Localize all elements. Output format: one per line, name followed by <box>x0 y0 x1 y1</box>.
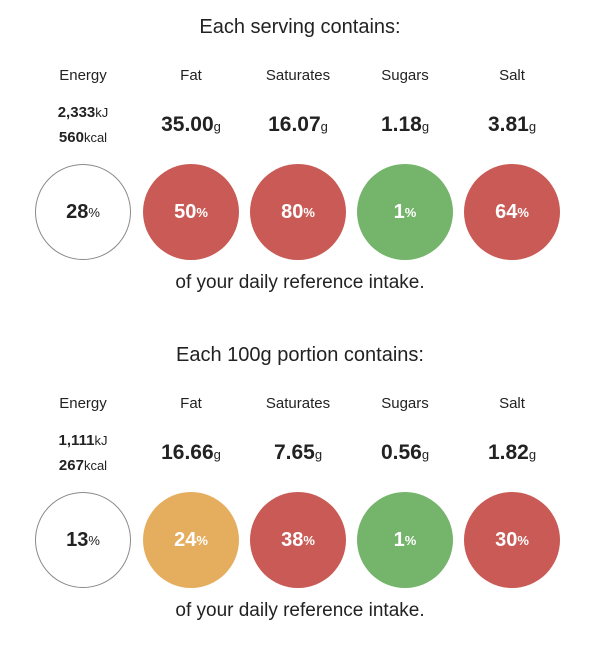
fat-value: 16.66g <box>161 441 221 464</box>
fat-value: 35.00g <box>161 113 221 136</box>
energy-kcal: 560kcal <box>58 129 108 146</box>
sugars-column: Sugars 0.56g 1% <box>350 328 460 598</box>
salt-percent-circle: 64% <box>464 164 560 260</box>
energy-values: 2,333kJ 560kcal <box>28 100 138 150</box>
saturates-value: 16.07g <box>268 113 328 136</box>
saturates-column: Saturates 7.65g 38% <box>243 328 353 598</box>
salt-value: 3.81g <box>487 113 537 136</box>
energy-percent-circle: 28% <box>35 164 131 260</box>
saturates-value: 7.65g <box>273 441 323 464</box>
energy-values: 1,111kJ 267kcal <box>28 428 138 478</box>
saturates-percent-circle: 38% <box>250 492 346 588</box>
fat-percent-circle: 24% <box>143 492 239 588</box>
fat-percent-circle: 50% <box>143 164 239 260</box>
fat-column: Fat 35.00g 50% <box>136 0 246 270</box>
panel-heading: Each 100g portion contains: <box>176 344 424 366</box>
salt-label: Salt <box>499 395 525 412</box>
energy-kj: 2,333kJ <box>57 104 109 121</box>
salt-column: Salt 1.82g 30% <box>457 328 567 598</box>
panel-heading: Each serving contains: <box>199 16 401 38</box>
sugars-percent-circle: 1% <box>357 164 453 260</box>
sugars-value: 0.56g <box>380 441 430 464</box>
fat-column: Fat 16.66g 24% <box>136 328 246 598</box>
salt-value: 1.82g <box>487 441 537 464</box>
salt-column: Salt 3.81g 64% <box>457 0 567 270</box>
salt-label: Salt <box>499 67 525 84</box>
sugars-column: Sugars 1.18g 1% <box>350 0 460 270</box>
sugars-percent-circle: 1% <box>357 492 453 588</box>
saturates-column: Saturates 16.07g 80% <box>243 0 353 270</box>
sugars-label: Sugars <box>381 67 429 84</box>
energy-kcal: 267kcal <box>58 457 108 474</box>
fat-label: Fat <box>180 395 202 412</box>
sugars-label: Sugars <box>381 395 429 412</box>
saturates-label: Saturates <box>265 395 331 412</box>
reference-intake-note: of your daily reference intake. <box>175 600 425 621</box>
energy-label: Energy <box>59 395 107 412</box>
energy-column: Energy 2,333kJ 560kcal 28% <box>28 0 138 270</box>
energy-kj: 1,111kJ <box>58 432 108 449</box>
energy-percent-circle: 13% <box>35 492 131 588</box>
saturates-label: Saturates <box>265 67 331 84</box>
salt-percent-circle: 30% <box>464 492 560 588</box>
reference-intake-note: of your daily reference intake. <box>175 272 425 293</box>
sugars-value: 1.18g <box>380 113 430 136</box>
energy-label: Energy <box>59 67 107 84</box>
energy-column: Energy 1,111kJ 267kcal 13% <box>28 328 138 598</box>
fat-label: Fat <box>180 67 202 84</box>
saturates-percent-circle: 80% <box>250 164 346 260</box>
